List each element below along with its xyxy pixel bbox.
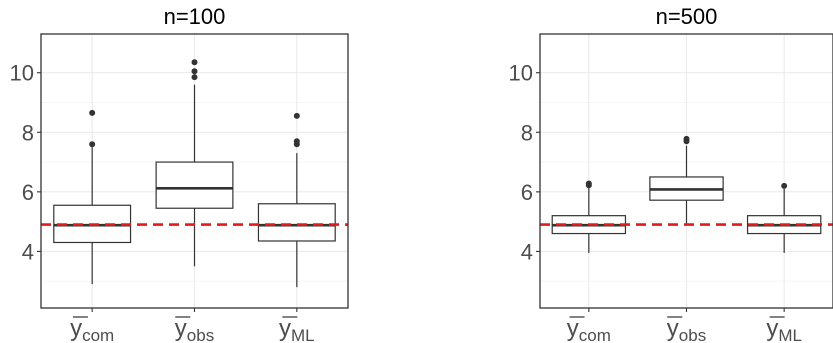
x-tick-label-base: y (70, 315, 82, 342)
outlier-point (781, 182, 788, 189)
outlier-point (191, 68, 198, 75)
x-tick-label: yobs (667, 315, 706, 343)
y-tick-label: 4 (521, 239, 533, 264)
outlier-point (683, 135, 690, 142)
y-tick-label: 6 (521, 180, 533, 205)
outlier-point (191, 74, 198, 81)
x-tick-label-subscript: ML (778, 326, 802, 343)
outlier-point (585, 180, 592, 187)
x-tick-label-base: y (567, 315, 579, 342)
x-tick-label-base: y (175, 315, 187, 342)
y-tick-label: 10 (10, 61, 34, 86)
box-ML (257, 112, 336, 288)
x-tick-label-subscript: com (82, 326, 114, 343)
x-tick-label: yML (766, 315, 802, 343)
x-tick-label-base: y (279, 315, 291, 342)
outlier-point (89, 109, 96, 116)
y-tick-label: 6 (22, 180, 34, 205)
y-tick-label: 8 (22, 120, 34, 145)
outlier-point (293, 138, 300, 145)
y-tick-label: 8 (521, 120, 533, 145)
x-tick-label: yobs (175, 315, 214, 343)
panel-title: n=100 (164, 4, 226, 29)
x-tick-label-base: y (667, 315, 679, 342)
x-tick-label: ycom (70, 315, 114, 343)
box-obs (649, 135, 724, 225)
x-tick-label-subscript: obs (187, 326, 214, 343)
x-tick-label-subscript: com (579, 326, 611, 343)
outlier-point (293, 112, 300, 119)
outlier-point (89, 141, 96, 148)
box-obs (155, 59, 234, 267)
x-tick-label: ycom (567, 315, 611, 343)
y-tick-label: 4 (22, 239, 34, 264)
x-tick-label-subscript: ML (291, 326, 315, 343)
outlier-point (191, 59, 198, 66)
x-tick-label-subscript: obs (679, 326, 706, 343)
y-tick-label: 10 (509, 61, 533, 86)
x-tick-label: yML (279, 315, 315, 343)
panel-title: n=500 (656, 4, 718, 29)
box-iqr (257, 203, 336, 242)
x-tick-label-base: y (766, 315, 778, 342)
box-iqr (155, 161, 234, 209)
